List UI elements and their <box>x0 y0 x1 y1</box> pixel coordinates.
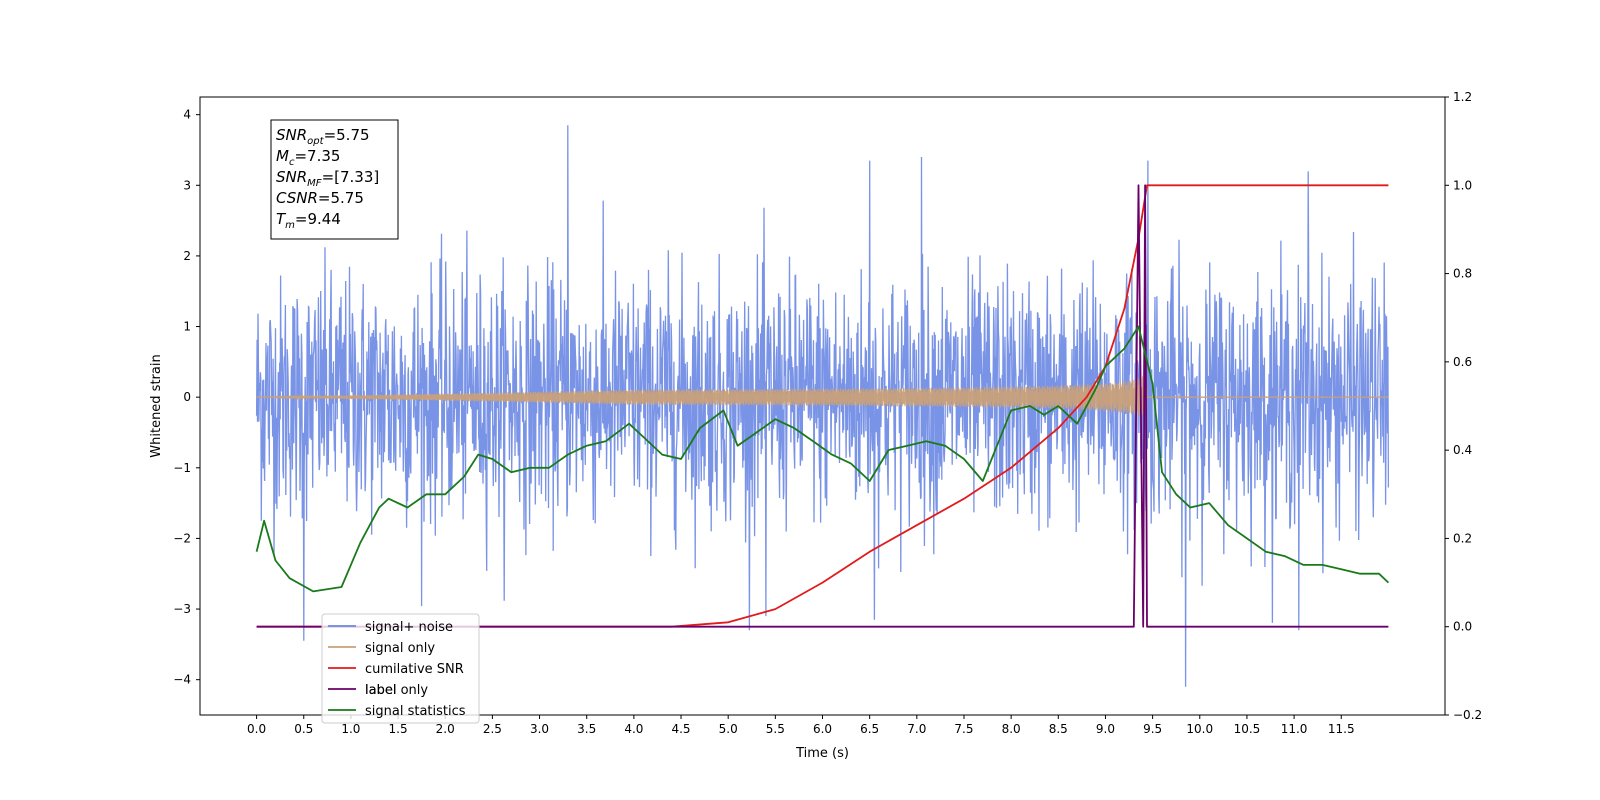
x-tick-label: 7.5 <box>954 722 973 736</box>
x-tick-label: 5.0 <box>719 722 738 736</box>
legend-entry: signal+ noise <box>365 620 453 635</box>
y-tick-label: −4 <box>173 673 191 687</box>
annotation-line: SNRopt=5.75 <box>276 126 370 147</box>
y-tick-label: 3 <box>183 178 191 192</box>
x-tick-label: 10.5 <box>1234 722 1261 736</box>
x-tick-label: 0.5 <box>294 722 313 736</box>
y2-tick-label: 0.6 <box>1453 355 1472 369</box>
x-tick-label: 1.5 <box>389 722 408 736</box>
x-tick-label: 4.0 <box>624 722 643 736</box>
legend-entry: signal only <box>365 641 435 656</box>
x-tick-label: 3.5 <box>577 722 596 736</box>
y-tick-label: −3 <box>173 602 191 616</box>
legend: signal+ noise signal only cumilative SNR la… <box>321 613 480 724</box>
y-tick-label: 4 <box>183 108 191 122</box>
x-tick-label: 1.0 <box>341 722 360 736</box>
series-cumulative-snr <box>256 184 1389 628</box>
series-signal-plus-noise <box>255 125 1390 687</box>
annotation-line: Mc=7.35 <box>276 147 340 168</box>
y-tick-label: 1 <box>183 320 191 334</box>
ticks: 0.0 0.5 1.0 1.5 2.0 2.5 3.0 3.5 4.0 4.5 5.0 5.5 6.0 6… <box>173 90 1482 736</box>
annotation-line: SNRMF=[7.33] <box>276 168 379 189</box>
annotation-line: CSNR=5.75 <box>276 189 364 207</box>
series-label <box>256 184 1389 628</box>
x-tick-label: 3.0 <box>530 722 549 736</box>
y2-tick-label: 1.0 <box>1453 178 1472 192</box>
y-tick-label: −1 <box>173 461 191 475</box>
legend-entry: label <box>365 683 396 698</box>
x-tick-label: 8.0 <box>1002 722 1021 736</box>
y2-tick-label: 0.8 <box>1453 267 1472 281</box>
x-tick-label: 0.0 <box>247 722 266 736</box>
y-tick-label: 0 <box>183 390 191 404</box>
legend-frame <box>321 613 480 724</box>
y2-tick-label: −0.2 <box>1453 708 1482 722</box>
x-tick-label: 11.0 <box>1281 722 1308 736</box>
legend-entry: cumilative SNR <box>365 662 464 677</box>
y2-tick-label: 1.2 <box>1453 90 1472 104</box>
series-signal-statistics <box>255 325 1390 593</box>
x-tick-label: 10.0 <box>1186 722 1213 736</box>
x-tick-label: 9.0 <box>1096 722 1115 736</box>
x-tick-label: 6.5 <box>860 722 879 736</box>
x-tick-label: 11.5 <box>1328 722 1355 736</box>
plot-area <box>255 125 1390 687</box>
annotation-line: Tm=9.44 <box>276 210 341 231</box>
x-tick-label: 2.0 <box>436 722 455 736</box>
x-tick-label: 2.5 <box>483 722 502 736</box>
series-signal-only <box>256 374 1389 420</box>
x-tick-label: 6.0 <box>813 722 832 736</box>
y2-tick-label: 0.2 <box>1453 531 1472 545</box>
x-axis-label: Time (s) <box>795 746 849 761</box>
legend-entry: label only <box>365 683 428 698</box>
x-tick-label: 7.0 <box>907 722 926 736</box>
x-tick-label: 4.5 <box>671 722 690 736</box>
y-axis-label: Whitened strain <box>149 354 164 457</box>
legend-entry: signal statistics <box>365 704 466 719</box>
y2-tick-label: 0.4 <box>1453 443 1472 457</box>
y2-tick-label: 0.0 <box>1453 620 1472 634</box>
annotation-frame <box>270 119 399 240</box>
y-tick-label: −2 <box>173 531 191 545</box>
y-tick-label: 2 <box>183 249 191 263</box>
x-tick-label: 8.5 <box>1049 722 1068 736</box>
x-tick-label: 5.5 <box>766 722 785 736</box>
x-tick-label: 9.5 <box>1143 722 1162 736</box>
